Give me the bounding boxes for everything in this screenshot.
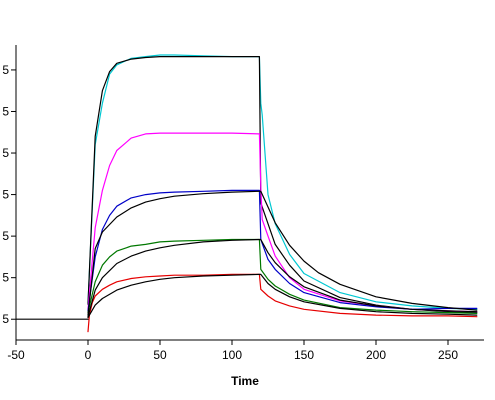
y-tick-label: 5 — [2, 271, 9, 285]
series-line-9 — [87, 273, 478, 319]
series-line-3 — [87, 132, 478, 313]
x-tick-label: 150 — [294, 348, 314, 362]
y-tick-label: 5 — [2, 188, 9, 202]
ticks-layer: -50 0 50 100 150 200 250 5 5 5 5 5 5 5 — [2, 63, 458, 362]
series-line-1 — [87, 54, 478, 310]
y-tick-label: 5 — [2, 229, 9, 243]
y-tick-label: 5 — [2, 63, 9, 77]
y-tick-label: 5 — [2, 312, 9, 326]
series-line-7 — [87, 190, 478, 316]
series-line-8 — [87, 238, 478, 318]
axes-layer — [15, 45, 484, 341]
series-layer — [15, 54, 478, 333]
x-tick-label: 100 — [222, 348, 242, 362]
x-tick-label: 0 — [85, 348, 92, 362]
y-tick-label: 5 — [2, 146, 9, 160]
series-line-6 — [87, 273, 478, 333]
x-tick-label: 200 — [366, 348, 386, 362]
series-line-2 — [87, 55, 478, 314]
series-line-4 — [87, 189, 478, 312]
x-tick-label: 250 — [438, 348, 458, 362]
x-tick-label: -50 — [7, 348, 25, 362]
x-axis-title: Time — [231, 374, 259, 388]
y-tick-label: 5 — [2, 104, 9, 118]
x-tick-label: 50 — [153, 348, 167, 362]
